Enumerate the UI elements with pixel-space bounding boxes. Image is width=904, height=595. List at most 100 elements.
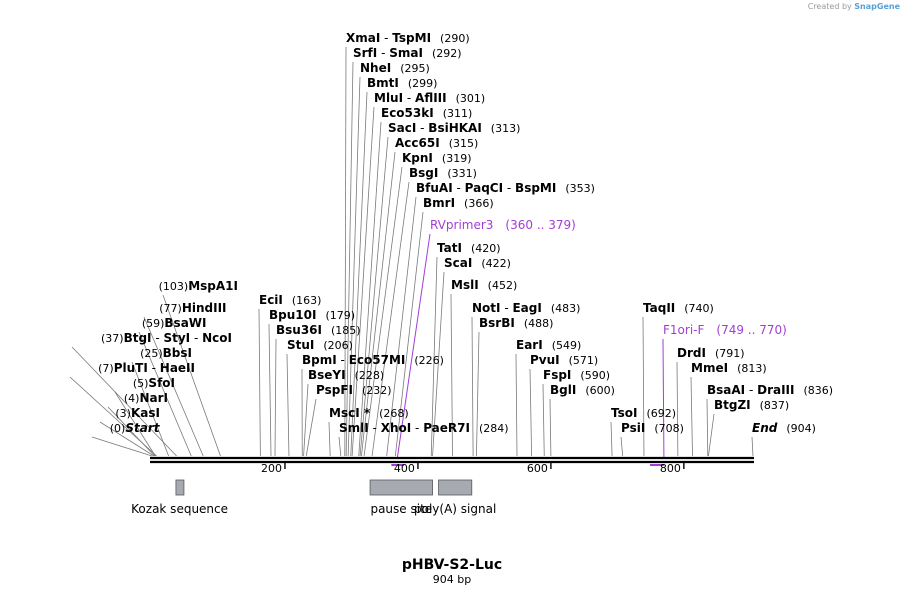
enzyme-label: FspI (590) [543,368,610,382]
enzyme-label: (25)BbsI [140,346,192,360]
site-leader-line [338,436,342,457]
enzyme-label: NotI - EagI (483) [472,301,580,315]
leader-lines [69,46,754,457]
enzyme-label: Bpu10I (179) [269,308,355,322]
site-leader-line [676,361,679,457]
enzyme-label: BmrI (366) [423,196,494,210]
site-leader-line [751,436,754,457]
primer-leader [396,233,431,459]
enzyme-label: Bsu36I (185) [276,323,361,337]
site-leader-line [690,376,693,457]
site-leader-line [515,353,518,457]
credit-prefix: Created by [807,2,852,11]
site-leader-line [430,256,438,457]
enzyme-label: (37)BtgI - StyI - NcoI [101,331,232,345]
site-leader-line [328,421,331,457]
site-leader-line [286,353,290,457]
enzyme-label: (3)KasI [115,406,160,420]
enzyme-label: BtgZI (837) [714,398,789,412]
map-title: pHBV-S2-Luc [402,557,502,573]
enzyme-label: Eco53kI (311) [381,106,472,120]
site-leader-line [708,413,715,457]
site-leader-line [114,391,156,457]
site-leader-line [706,398,709,457]
enzyme-label: BseYI (228) [308,368,384,382]
enzyme-label: BfuAI - PaqCI - BspMI (353) [416,181,595,195]
enzyme-label: BmtI (299) [367,76,437,90]
enzyme-label: (59)BsaWI [142,316,207,330]
enzyme-label: MscI * (268) [329,406,409,420]
site-leader-line [99,421,155,457]
feature-box [175,479,185,496]
site-leader-line [305,398,317,457]
site-leader-line [358,121,382,457]
enzyme-label: BsaAI - DraIII (836) [707,383,833,397]
enzyme-label: (7)PluTI - HaeII [98,361,195,375]
enzyme-label: MslI (452) [451,278,517,292]
enzyme-label: XmaI - TspMI (290) [346,31,470,45]
feature-label: poly(A) signal [414,502,496,516]
enzyme-label: EarI (549) [516,338,581,352]
feature-box [438,479,473,496]
ruler-label: 400 [394,462,415,475]
enzyme-label: End (904) [752,421,816,435]
site-leader-line [394,211,424,457]
enzyme-label: TatI (420) [437,241,501,255]
enzyme-label: MluI - AflIII (301) [374,91,485,105]
enzyme-label: KpnI (319) [402,151,472,165]
site-leader-line [345,61,354,457]
site-leader-line [107,406,155,457]
site-leader-line [371,181,410,457]
enzyme-label: SrfI - SmaI (292) [353,46,462,60]
enzyme-label: EciI (163) [259,293,321,307]
feature-label: Kozak sequence [131,502,228,516]
site-leader-line [549,398,552,457]
site-leader-line [143,316,204,457]
enzyme-label: PspFI (232) [316,383,392,397]
site-leader-line [162,294,221,457]
site-leader-line [471,316,474,457]
enzyme-label: DrdI (791) [677,346,745,360]
site-leader-line [344,46,347,457]
site-leader-line [542,383,545,457]
enzyme-label: (103)MspA1I [159,279,238,293]
site-leader-line [347,76,361,457]
enzyme-label: (5)SfoI [133,376,175,390]
created-by-credit: Created by SnapGene [808,2,900,11]
site-leader-line [386,196,417,457]
site-leader-line [350,91,368,457]
enzyme-label: NheI (295) [360,61,430,75]
enzyme-label: (4)NarI [124,391,168,405]
enzyme-label: MmeI (813) [691,361,767,375]
site-leader-line [303,383,309,457]
site-leader-line [359,136,389,457]
enzyme-label: (77)HindIII [159,301,226,315]
site-leader-line [361,151,396,457]
site-leader-line [363,166,403,457]
enzyme-label: BsgI (331) [409,166,477,180]
site-leader-line [258,308,261,457]
enzyme-label: PsiI (708) [621,421,684,435]
enzyme-label: (0)Start [110,421,161,435]
primer-label: RVprimer3 (360 .. 379) [430,218,576,232]
site-leader-line [432,271,445,457]
snapgene-logo: SnapGene [854,2,900,11]
enzyme-labels: (0)Start(3)KasI(4)NarI(5)SfoI(7)PluTI - … [98,31,833,435]
enzyme-label: BsrBI (488) [479,316,553,330]
primer-label: F1ori-F (749 .. 770) [663,323,787,337]
site-leader-line [71,346,177,457]
site-leader-line [131,361,169,457]
ruler-label: 800 [660,462,681,475]
primer-leader [662,338,665,459]
site-leader-line [91,436,153,457]
enzyme-label: SmlI - XhoI - PaeR7I (284) [339,421,509,435]
enzyme-label: TsoI (692) [611,406,676,420]
site-leader-line [620,436,624,457]
enzyme-label: PvuI (571) [530,353,598,367]
feature-label: pause site [370,502,432,516]
enzyme-label: SacI - BsiHKAI (313) [388,121,520,135]
feature-box [369,479,433,496]
site-leader-line [274,338,277,457]
